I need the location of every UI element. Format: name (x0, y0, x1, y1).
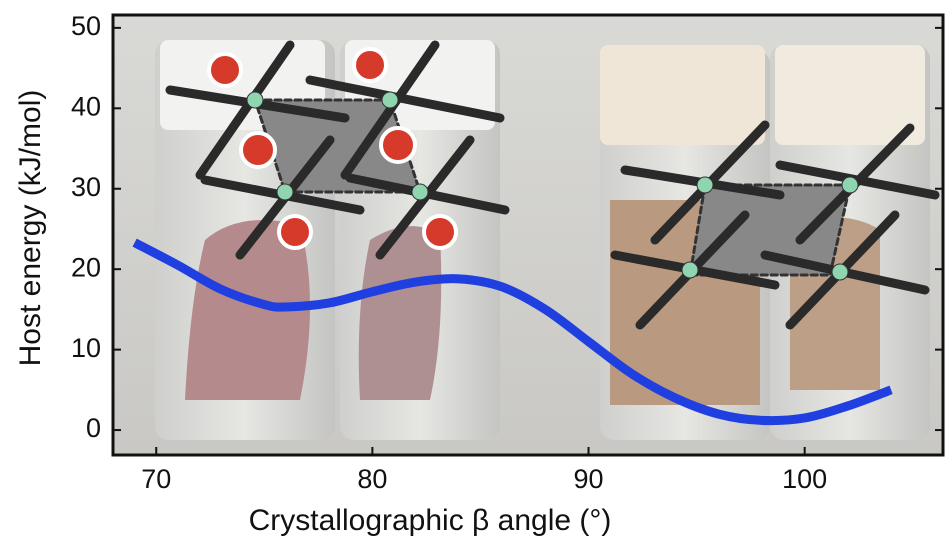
y-tick-label: 40 (71, 91, 101, 121)
plot-frame (111, 13, 945, 457)
y-axis-label: Host energy (kJ/mol) (14, 90, 47, 367)
x-tick-label: 70 (141, 464, 171, 494)
x-axis-label: Crystallographic β angle (°) (249, 504, 612, 537)
y-tick-label: 0 (86, 413, 101, 443)
y-tick-label: 30 (71, 172, 101, 202)
x-tick-label: 100 (782, 464, 827, 494)
y-tick-label: 10 (71, 333, 101, 363)
y-tick-label: 20 (71, 252, 101, 282)
data-line (132, 238, 893, 426)
molecule-illustration (165, 40, 940, 330)
y-tick-label: 50 (71, 11, 101, 41)
x-tick-label: 90 (573, 464, 603, 494)
x-tick-label: 80 (357, 464, 387, 494)
